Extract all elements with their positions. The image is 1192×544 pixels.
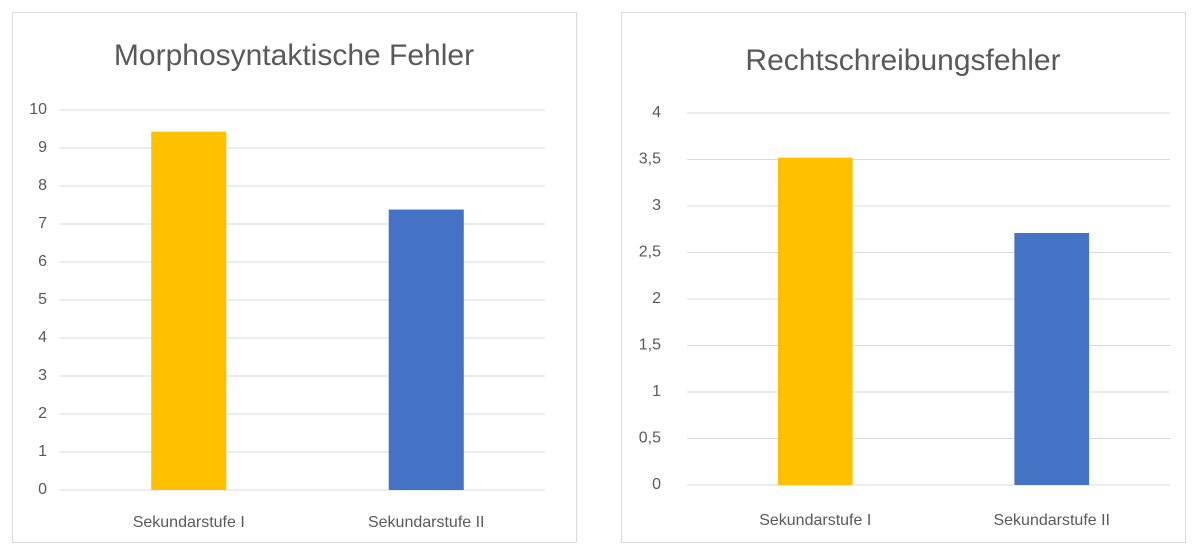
y-tick-label: 4 [38, 329, 47, 346]
chart-frame [621, 12, 1186, 543]
x-tick-label: Sekundarstufe II [993, 512, 1110, 529]
bar [151, 131, 227, 490]
bar [1014, 232, 1090, 485]
bar [777, 157, 853, 485]
y-tick-label: 7 [38, 215, 47, 232]
chart-title: Rechtschreibungsfehler [745, 44, 1060, 77]
y-tick-label: 3,5 [639, 151, 661, 168]
y-tick-label: 2,5 [639, 244, 661, 261]
chart-frame [12, 12, 577, 543]
y-tick-label: 3 [652, 197, 661, 214]
x-tick-label: Sekundarstufe II [368, 514, 485, 531]
y-tick-label: 9 [38, 139, 47, 156]
y-tick-label: 3 [38, 367, 47, 384]
y-tick-label: 8 [38, 177, 47, 194]
y-tick-label: 10 [29, 101, 47, 118]
x-tick-label: Sekundarstufe I [759, 512, 871, 529]
y-tick-label: 2 [652, 290, 661, 307]
y-tick-label: 6 [38, 253, 47, 270]
y-tick-label: 1 [652, 383, 661, 400]
y-tick-label: 2 [38, 405, 47, 422]
y-tick-label: 1 [38, 443, 47, 460]
y-tick-label: 0 [38, 481, 47, 498]
y-tick-label: 0,5 [639, 430, 661, 447]
chart-title: Morphosyntaktische Fehler [114, 39, 474, 72]
y-tick-label: 0 [652, 476, 661, 493]
x-tick-label: Sekundarstufe I [133, 514, 245, 531]
y-tick-label: 4 [652, 104, 661, 121]
y-tick-label: 5 [38, 291, 47, 308]
y-tick-label: 1,5 [639, 337, 661, 354]
bar [388, 209, 464, 490]
